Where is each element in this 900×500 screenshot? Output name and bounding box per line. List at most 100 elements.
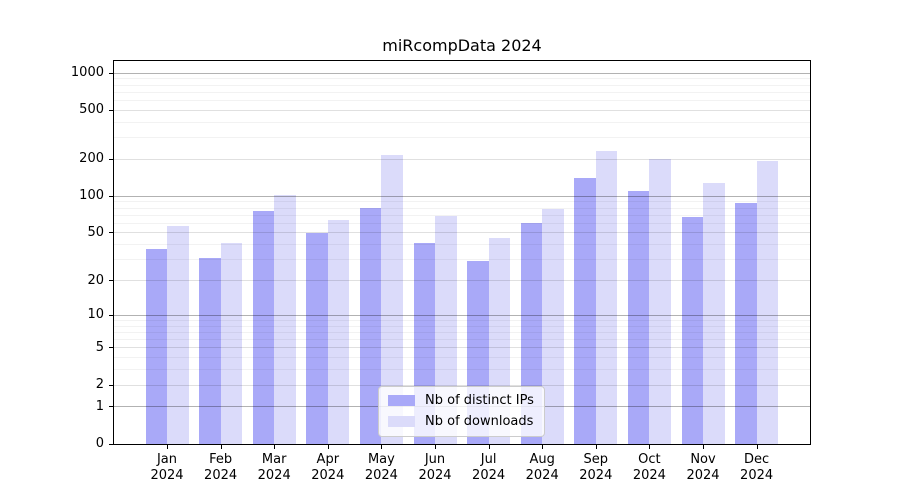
y-tick-mark — [109, 314, 113, 316]
gridline-minor — [114, 369, 810, 371]
y-tick-label: 1000 — [70, 65, 104, 80]
x-tick-label-nov: Nov 2024 — [671, 452, 735, 484]
x-tick-year: 2024 — [364, 468, 398, 483]
legend-label-distinct-ips: Nb of distinct IPs — [425, 393, 534, 408]
x-tick-mark — [167, 445, 168, 449]
x-tick-month: May — [367, 452, 395, 467]
y-tick-label: 10 — [87, 307, 104, 323]
gridline-minor — [114, 259, 810, 261]
x-tick-mark — [274, 445, 276, 449]
x-tick-label-sep: Sep 2024 — [564, 452, 628, 484]
x-tick-month: Jul — [480, 452, 497, 467]
gridline-major — [114, 72, 810, 74]
y-tick-mark — [109, 280, 113, 281]
y-tick-mark — [109, 195, 113, 197]
x-tick-mark — [381, 445, 383, 449]
bar-downloads-aug — [542, 208, 564, 444]
y-tick-label: 1 — [95, 398, 104, 414]
x-tick-label-jul: Jul 2024 — [457, 452, 521, 484]
bar-downloads-nov — [703, 183, 725, 444]
gridline-minor — [114, 121, 810, 123]
gridline-major — [114, 195, 810, 197]
x-tick-year: 2024 — [257, 468, 291, 483]
x-tick-year: 2024 — [632, 468, 666, 483]
bar-downloads-feb — [220, 243, 243, 444]
bar-distinct-ips-dec — [735, 203, 757, 444]
bar-downloads-dec — [756, 161, 779, 444]
bar-distinct-ips-nov — [681, 216, 703, 444]
x-tick-mark — [220, 445, 222, 449]
x-tick-label-mar: Mar 2024 — [242, 452, 306, 484]
y-tick-label: 500 — [79, 102, 104, 118]
bar-distinct-ips-sep — [574, 178, 596, 444]
x-tick-label-jun: Jun 2024 — [403, 452, 467, 484]
gridline-minor — [114, 99, 810, 101]
legend-swatch-distinct-ips — [388, 395, 415, 406]
gridline-minor — [114, 325, 810, 327]
gridline-minor — [114, 339, 810, 340]
gridline-minor — [114, 357, 810, 359]
x-tick-label-oct: Oct 2024 — [617, 452, 681, 484]
bar-downloads-sep — [595, 151, 618, 444]
gridline-minor — [114, 331, 810, 333]
y-tick-label: 200 — [79, 151, 104, 167]
gridline-minor — [114, 214, 810, 216]
y-tick-mark — [109, 347, 113, 349]
x-tick-month: Feb — [209, 452, 233, 467]
bar-distinct-ips-oct — [627, 191, 650, 444]
bar-distinct-ips-may — [359, 208, 382, 444]
x-tick-mark — [327, 445, 329, 449]
x-tick-month: Nov — [690, 452, 716, 467]
x-tick-mark — [542, 445, 544, 449]
x-tick-month: Sep — [583, 452, 609, 467]
legend-item-downloads: Nb of downloads — [388, 414, 534, 429]
x-tick-mark — [756, 445, 758, 449]
x-tick-mark — [703, 445, 704, 449]
gridline-secondary — [114, 158, 810, 160]
x-tick-mark — [435, 445, 436, 449]
y-tick-label: 5 — [95, 339, 104, 355]
gridline-secondary — [114, 109, 810, 111]
x-tick-label-apr: Apr 2024 — [296, 452, 360, 484]
gridline-minor — [114, 201, 810, 203]
bar-distinct-ips-feb — [199, 257, 221, 444]
x-tick-mark — [649, 445, 651, 449]
y-tick-label: 0 — [95, 436, 104, 451]
plot-area: Nb of distinct IPs Nb of downloads 0 1 2 5 1… — [71, 60, 811, 483]
bar-downloads-apr — [327, 219, 350, 444]
x-tick-label-may: May 2024 — [349, 452, 413, 484]
y-tick-mark — [109, 406, 113, 408]
bar-downloads-mar — [274, 195, 296, 444]
x-tick-month: Dec — [744, 452, 770, 467]
x-tick-year: 2024 — [740, 468, 774, 483]
bar-downloads-may — [381, 154, 403, 444]
y-tick-label: 50 — [87, 224, 104, 240]
gridline-secondary — [114, 232, 810, 234]
bar-downloads-jan — [167, 226, 189, 444]
gridline-minor — [114, 207, 810, 209]
y-tick-mark — [109, 232, 113, 234]
gridline-major — [114, 314, 810, 316]
x-tick-month: Apr — [316, 452, 340, 467]
x-tick-label-dec: Dec 2024 — [725, 452, 789, 484]
x-tick-label-aug: Aug 2024 — [510, 452, 574, 484]
y-tick-mark — [109, 384, 113, 386]
x-tick-year: 2024 — [418, 468, 452, 483]
x-tick-label-jan: Jan 2024 — [135, 452, 199, 484]
y-tick-mark — [109, 158, 113, 160]
x-tick-year: 2024 — [579, 468, 613, 483]
x-tick-month: Jan — [156, 452, 178, 467]
x-tick-year: 2024 — [150, 468, 184, 483]
x-tick-label-feb: Feb 2024 — [189, 452, 253, 484]
gridline-minor — [114, 137, 810, 138]
gridline-minor — [114, 84, 810, 86]
x-tick-mark — [595, 445, 597, 449]
y-tick-label: 20 — [87, 272, 104, 288]
x-tick-mark — [488, 445, 490, 449]
x-tick-year: 2024 — [686, 468, 720, 483]
x-tick-year: 2024 — [525, 468, 559, 483]
x-tick-month: Mar — [261, 452, 287, 467]
bar-downloads-oct — [649, 159, 671, 444]
y-tick-mark — [109, 109, 113, 111]
